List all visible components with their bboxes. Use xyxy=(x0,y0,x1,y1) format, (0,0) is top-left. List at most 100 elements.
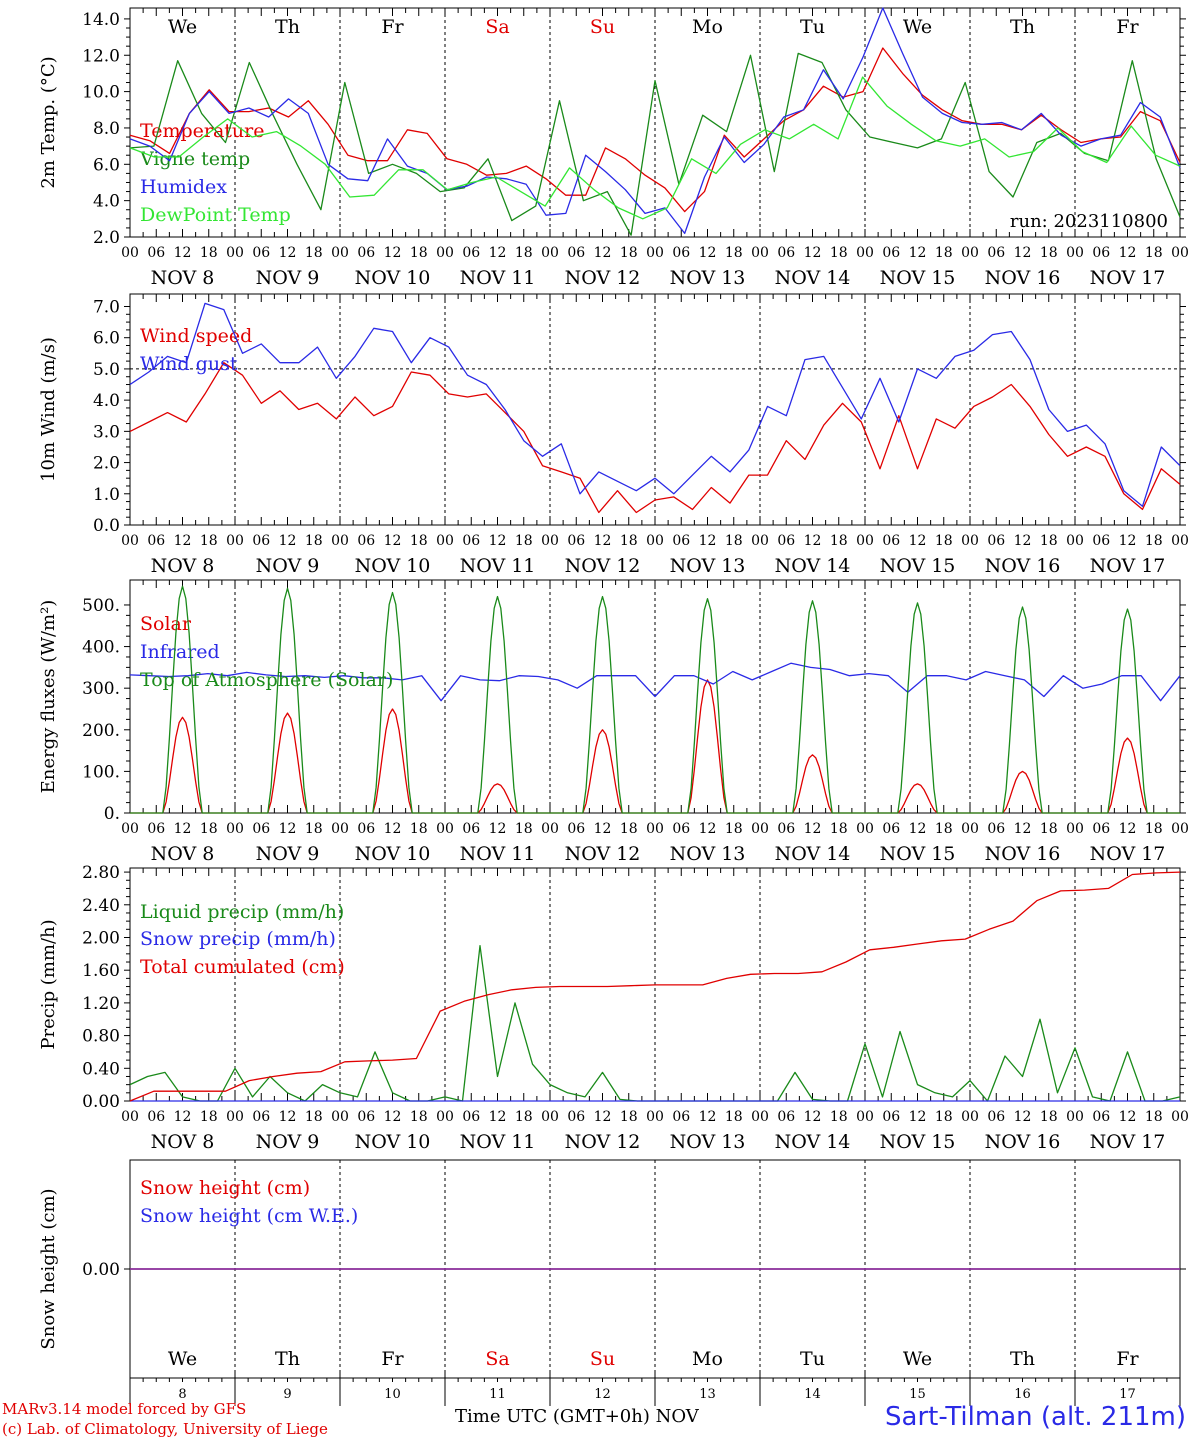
hour-label: 00 xyxy=(226,245,244,261)
date-label: NOV 10 xyxy=(355,843,431,865)
date-label: NOV 11 xyxy=(460,1131,536,1153)
y-tick-label: 2.0 xyxy=(93,454,120,474)
legend-wind-speed: Wind speed xyxy=(140,325,252,347)
hour-label: 12 xyxy=(279,821,297,837)
y-tick-label: 6.0 xyxy=(93,155,120,175)
date-label: NOV 15 xyxy=(880,843,956,865)
hour-label: 12 xyxy=(804,1109,822,1125)
hour-label: 00 xyxy=(226,1109,244,1125)
hour-label: 18 xyxy=(830,821,848,837)
hour-label: 12 xyxy=(1119,1109,1137,1125)
hour-label: 00 xyxy=(1066,533,1084,549)
hour-label: 18 xyxy=(935,1109,953,1125)
hour-label: 00 xyxy=(541,533,559,549)
series-line-total-cumulated-cm- xyxy=(129,871,1181,1102)
y-tick-label: 12.0 xyxy=(82,46,120,66)
hour-label: 18 xyxy=(725,1109,743,1125)
day-number: 16 xyxy=(1014,1387,1031,1402)
hour-label: 00 xyxy=(121,533,139,549)
legend-dewpoint-temp: DewPoint Temp xyxy=(140,204,291,226)
hour-label: 06 xyxy=(462,821,480,837)
weekday-label-top: Th xyxy=(1010,16,1035,38)
hour-label: 18 xyxy=(1145,533,1163,549)
hour-label: 18 xyxy=(200,533,218,549)
series-line-wind-speed xyxy=(129,362,1181,514)
date-label: NOV 17 xyxy=(1090,555,1166,577)
hour-label: 18 xyxy=(305,245,323,261)
y-tick-label: 1.0 xyxy=(93,485,120,505)
hour-label: 06 xyxy=(672,245,690,261)
date-label: NOV 8 xyxy=(151,555,215,577)
series-line-infrared xyxy=(129,662,1181,702)
hour-label: 12 xyxy=(909,821,927,837)
date-label: NOV 14 xyxy=(775,843,851,865)
hour-label: 06 xyxy=(777,245,795,261)
hour-label: 06 xyxy=(252,245,270,261)
hour-label: 12 xyxy=(804,533,822,549)
hour-label: 12 xyxy=(1014,821,1032,837)
hour-label: 12 xyxy=(384,533,402,549)
hour-label: 06 xyxy=(462,1109,480,1125)
day-number: 12 xyxy=(594,1387,611,1402)
date-label: NOV 13 xyxy=(670,843,746,865)
hour-label: 00 xyxy=(646,245,664,261)
hour-label: 00 xyxy=(646,1109,664,1125)
weekday-label-bottom: Mo xyxy=(692,1348,723,1370)
date-label: NOV 16 xyxy=(985,267,1061,289)
hour-label: 00 xyxy=(751,821,769,837)
date-label: NOV 13 xyxy=(670,267,746,289)
y-tick-label: 3.0 xyxy=(93,422,120,442)
y-tick-label: 2.40 xyxy=(82,896,120,916)
hour-label: 12 xyxy=(804,245,822,261)
date-label: NOV 9 xyxy=(256,843,320,865)
hour-label: 12 xyxy=(174,533,192,549)
hour-label: 06 xyxy=(1092,1109,1110,1125)
legend-infrared: Infrared xyxy=(140,641,220,663)
hour-label: 12 xyxy=(489,1109,507,1125)
hour-label: 06 xyxy=(567,821,585,837)
weekday-label-bottom: Tu xyxy=(800,1348,825,1370)
hour-label: 06 xyxy=(567,245,585,261)
hour-label: 00 xyxy=(436,245,454,261)
date-label: NOV 11 xyxy=(460,267,536,289)
date-label: NOV 12 xyxy=(565,1131,641,1153)
hour-label: 00 xyxy=(1171,1109,1189,1125)
hour-label: 06 xyxy=(147,533,165,549)
day-number: 14 xyxy=(804,1387,821,1402)
hour-label: 06 xyxy=(147,245,165,261)
hour-label: 18 xyxy=(410,533,428,549)
date-label: NOV 14 xyxy=(775,267,851,289)
hour-label: 12 xyxy=(174,245,192,261)
hour-label: 00 xyxy=(331,1109,349,1125)
month-label: NOV xyxy=(655,1406,699,1427)
y-tick-label: 0.00 xyxy=(82,1260,120,1280)
hour-label: 00 xyxy=(541,1109,559,1125)
weekday-label-bottom: Fr xyxy=(1116,1348,1139,1370)
hour-label: 18 xyxy=(305,533,323,549)
date-label: NOV 12 xyxy=(565,267,641,289)
hour-label: 06 xyxy=(357,821,375,837)
date-label: NOV 16 xyxy=(985,555,1061,577)
legend-top-of-atmosphere-solar-: Top of Atmosphere (Solar) xyxy=(140,669,393,691)
legend-solar: Solar xyxy=(140,613,192,635)
hour-label: 18 xyxy=(830,1109,848,1125)
hour-label: 00 xyxy=(856,1109,874,1125)
hour-label: 18 xyxy=(935,533,953,549)
y-tick-label: 2.00 xyxy=(82,928,120,948)
hour-label: 06 xyxy=(252,1109,270,1125)
hour-label: 06 xyxy=(1092,245,1110,261)
legend-temperature: Temperature xyxy=(140,120,264,142)
hour-label: 12 xyxy=(594,821,612,837)
date-label: NOV 16 xyxy=(985,1131,1061,1153)
weekday-label-top: Tu xyxy=(800,16,825,38)
hour-label: 18 xyxy=(515,533,533,549)
day-number: 11 xyxy=(489,1387,506,1402)
hour-label: 00 xyxy=(1171,245,1189,261)
series-line-vigne-temp xyxy=(129,52,1181,236)
weekday-label-bottom: Th xyxy=(275,1348,300,1370)
hour-label: 00 xyxy=(961,821,979,837)
hour-label: 06 xyxy=(777,821,795,837)
weekday-label-bottom: Su xyxy=(590,1348,615,1370)
date-label: NOV 9 xyxy=(256,555,320,577)
hour-label: 18 xyxy=(410,1109,428,1125)
